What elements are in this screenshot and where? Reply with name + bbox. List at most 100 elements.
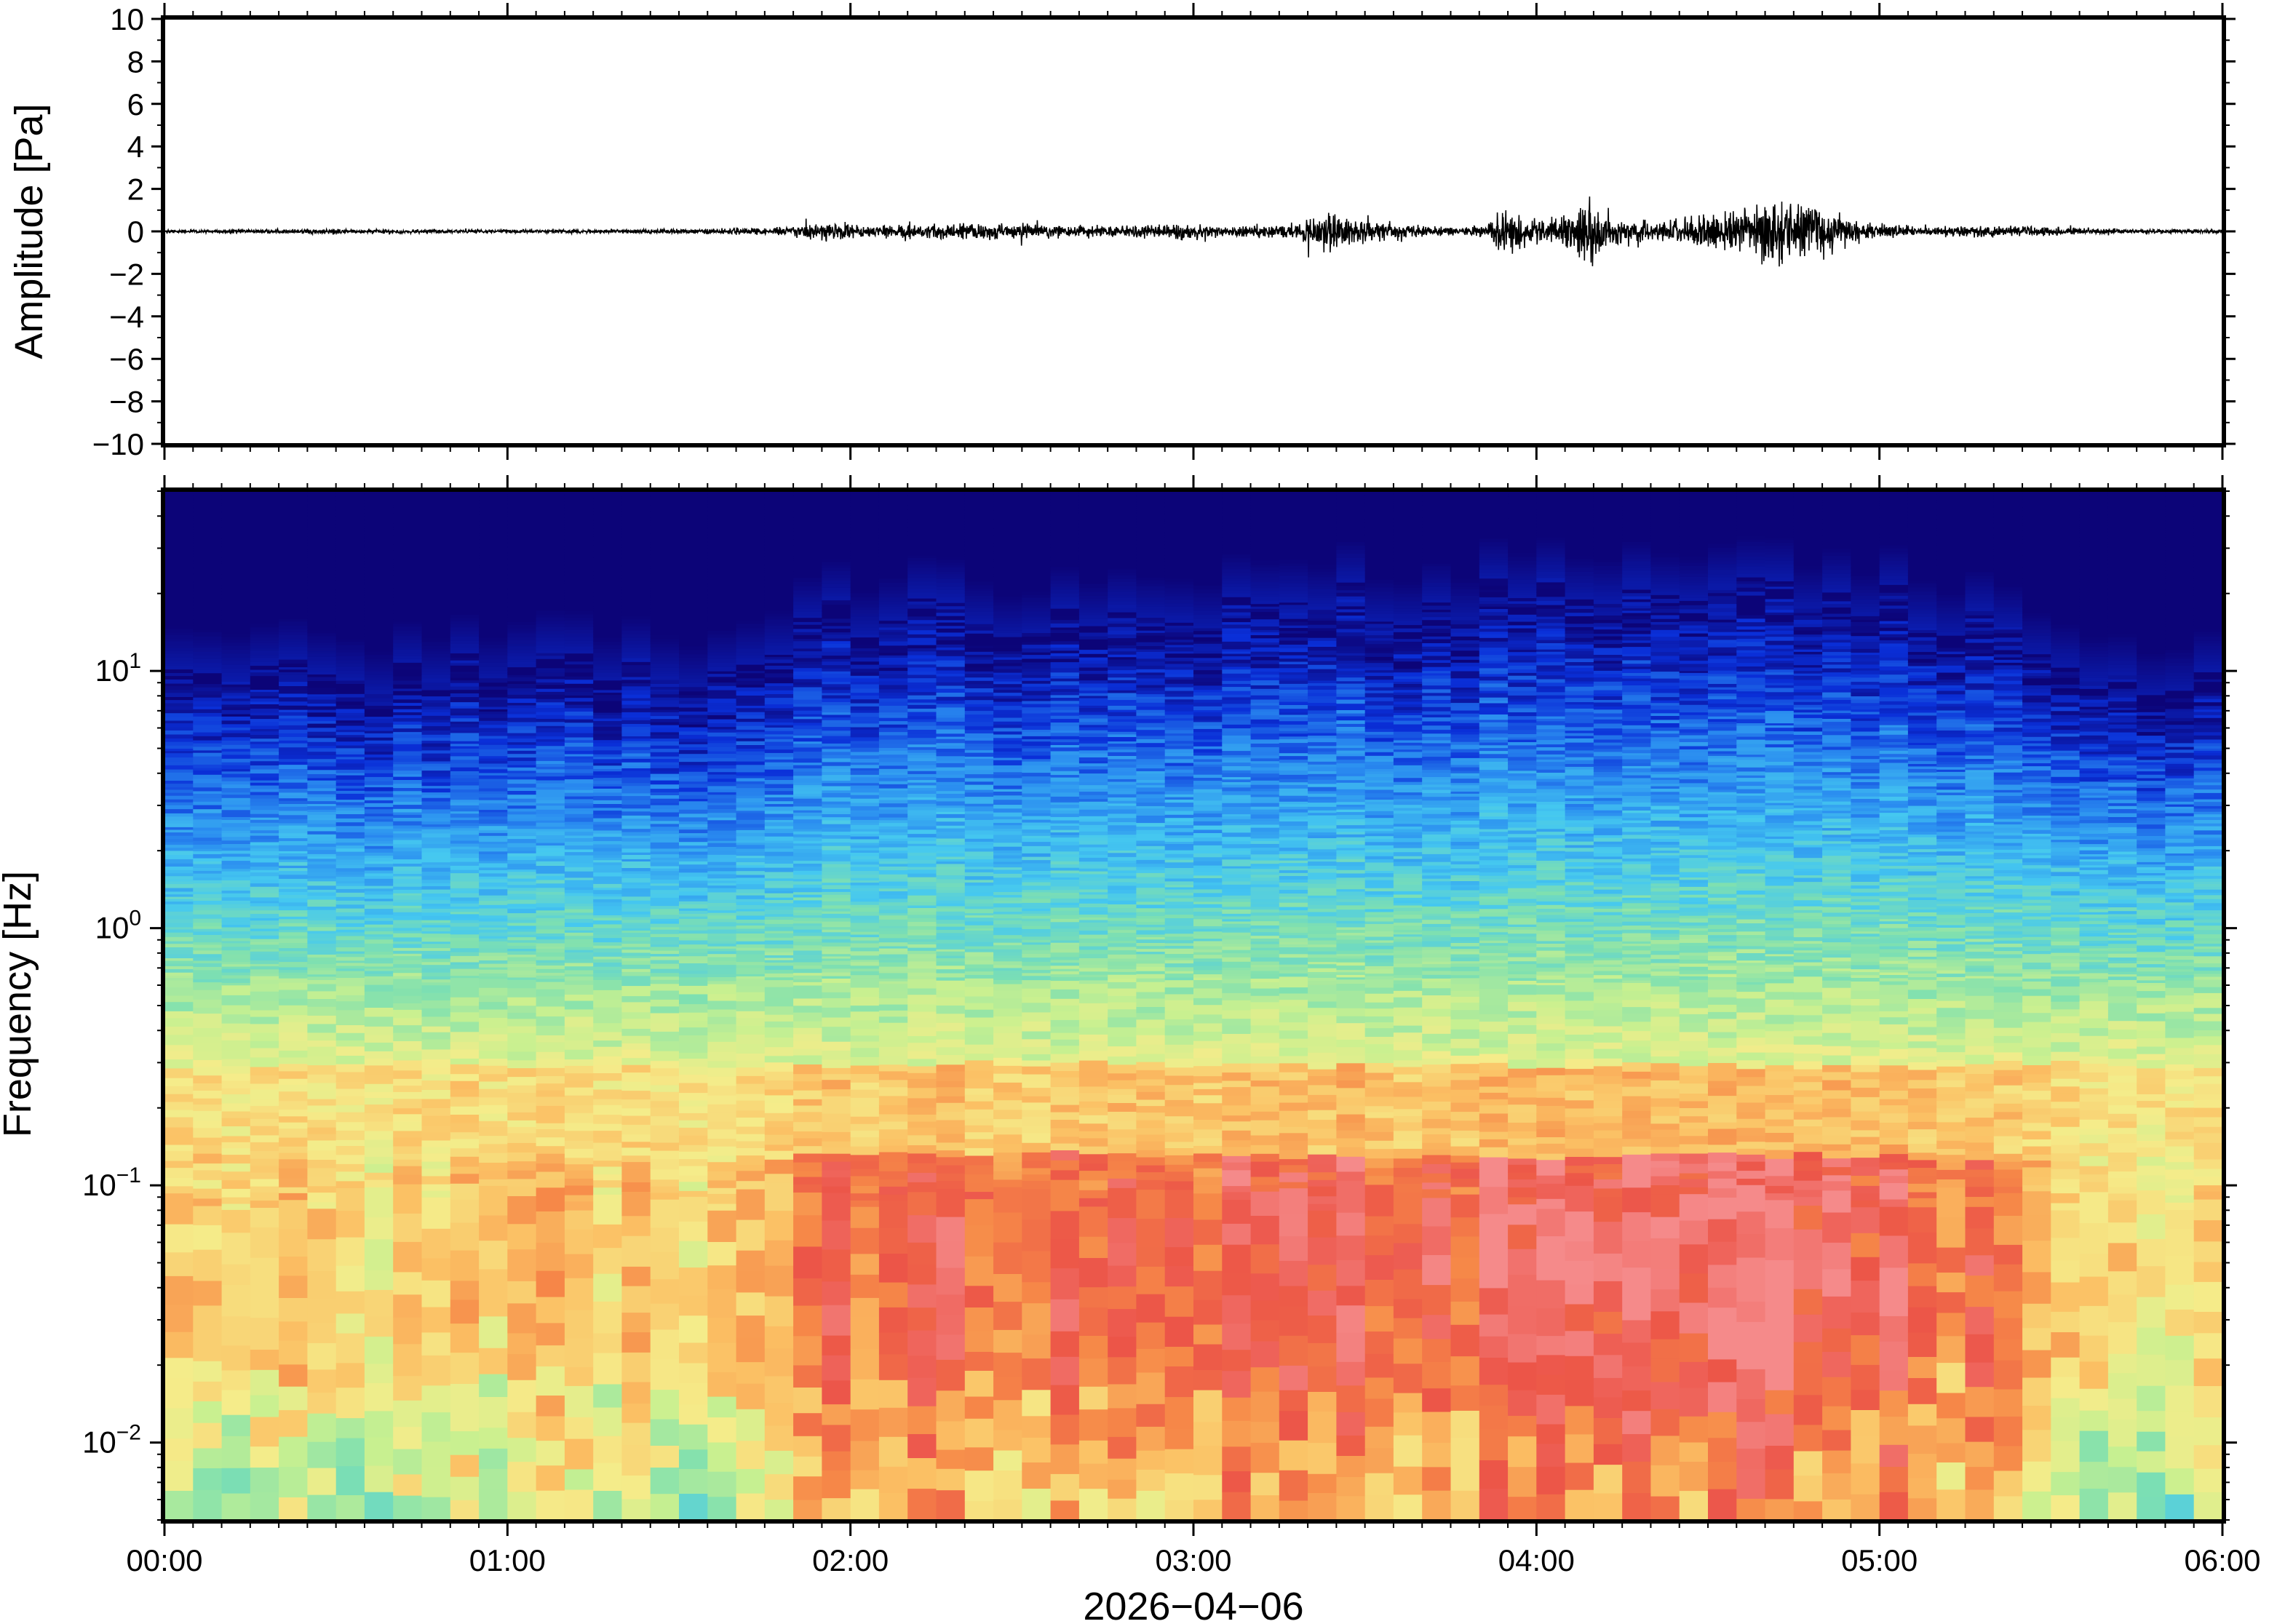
spectrogram-cell [793,1278,823,1306]
spectrogram-cell [193,891,223,894]
spectrogram-cell [850,915,880,920]
spectrogram-cell [822,894,851,899]
spectrogram-cell [736,947,766,951]
spectrogram-cell [507,787,537,791]
spectrogram-cell [393,712,423,715]
spectrogram-cell [593,1098,623,1105]
spectrogram-cell [507,680,537,684]
spectrogram-cell [564,636,594,641]
spectrogram-cell [364,855,394,859]
spectrogram-cell [507,987,537,998]
spectrogram-cell [364,683,394,687]
spectrogram-cell [421,1441,451,1467]
spectrogram-cell [279,966,309,971]
spectrogram-cell [250,765,279,770]
spectrogram-cell [364,536,394,541]
spectrogram-cell [250,1023,279,1033]
spectrogram-cell [793,621,823,625]
spectrogram-cell [307,539,337,544]
spectrogram-cell [764,672,794,678]
spectrogram-cell [536,704,565,708]
spectrogram-cell [650,656,680,661]
spectrogram-cell [621,832,651,836]
spectrogram-cell [364,561,394,564]
spectrogram-cell [450,1352,480,1384]
spectrogram-cell [850,557,880,560]
spectrogram-cell [593,851,623,856]
spectrogram-cell [450,961,480,965]
spectrogram-cell [593,1031,623,1041]
spectrogram-cell [764,658,794,664]
spectrogram-cell [679,775,709,779]
spectrogram-cell [850,692,880,696]
spectrogram-cell [822,498,851,503]
spectrogram-cell [650,1179,680,1187]
spectrogram-cell [822,514,851,517]
spectrogram-cell [564,555,594,560]
spectrogram-cell [707,837,737,841]
spectrogram-cell [421,832,451,838]
spectrogram-cell [479,574,509,578]
spectrogram-cell [393,688,423,691]
spectrogram-cell [250,743,279,749]
spectrogram-cell [536,1297,565,1324]
spectrogram-cell [393,843,423,848]
spectrogram-cell [764,923,794,928]
spectrogram-cell [393,512,423,517]
spectrogram-cell [736,541,766,545]
spectrogram-cell [793,1177,823,1185]
spectrogram-cell [564,571,594,576]
spectrogram-cell [279,561,309,565]
spectrogram-cell [593,1040,623,1047]
spectrogram-cell [279,883,309,887]
spectrogram-cell [479,768,509,773]
spectrogram-cell [479,976,509,979]
spectrogram-cell [221,714,251,717]
spectrogram-cell [479,1427,509,1449]
spectrogram-cell [450,608,480,612]
spectrogram-cell [393,808,423,813]
spectrogram-cell [250,669,279,673]
spectrogram-cell [593,578,623,582]
spectrogram-cell [335,1387,365,1419]
spectrogram-cell [650,620,680,625]
spectrogram-cell [364,821,394,827]
spectrogram-cell [850,497,880,501]
spectrogram-cell [564,779,594,784]
spectrogram-cell [593,1072,623,1081]
spectrogram-cell [450,610,480,615]
spectrogram-cell [193,960,223,963]
spectrogram-cell [221,668,251,673]
spectrogram-cell [707,888,737,893]
spectrogram-cell [393,1241,423,1273]
spectrogram-cell [393,741,423,744]
spectrogram-cell [822,811,851,814]
spectrogram-cell [822,1177,851,1187]
spectrogram-cell [364,534,394,538]
spectrogram-cell [593,620,623,624]
spectrogram-cell [621,845,651,849]
spectrogram-cell [393,1213,423,1242]
spectrogram-cell [307,545,337,550]
spectrogram-cell [850,1089,880,1098]
spectrogram-cell [279,611,309,616]
spectrogram-cell [593,508,623,512]
spectrogram-cell [679,930,709,934]
spectrogram-cell [393,933,423,938]
spectrogram-cell [279,969,309,973]
spectrogram-cell [679,568,709,572]
spectrogram-cell [679,784,709,788]
spectrogram-cell [593,746,623,751]
spectrogram-cell [850,911,880,916]
spectrogram-cell [564,841,594,846]
spectrogram-cell [536,907,565,911]
spectrogram-cell [679,1424,709,1450]
spectrogram-cell [507,645,537,650]
spectrogram-cell [564,811,594,814]
spectrogram-cell [279,634,309,640]
spectrogram-cell [650,653,680,658]
spectrogram-cell [393,675,423,681]
spectrogram-cell [221,762,251,765]
spectrogram-cell [421,778,451,783]
spectrogram-cell [393,758,423,762]
